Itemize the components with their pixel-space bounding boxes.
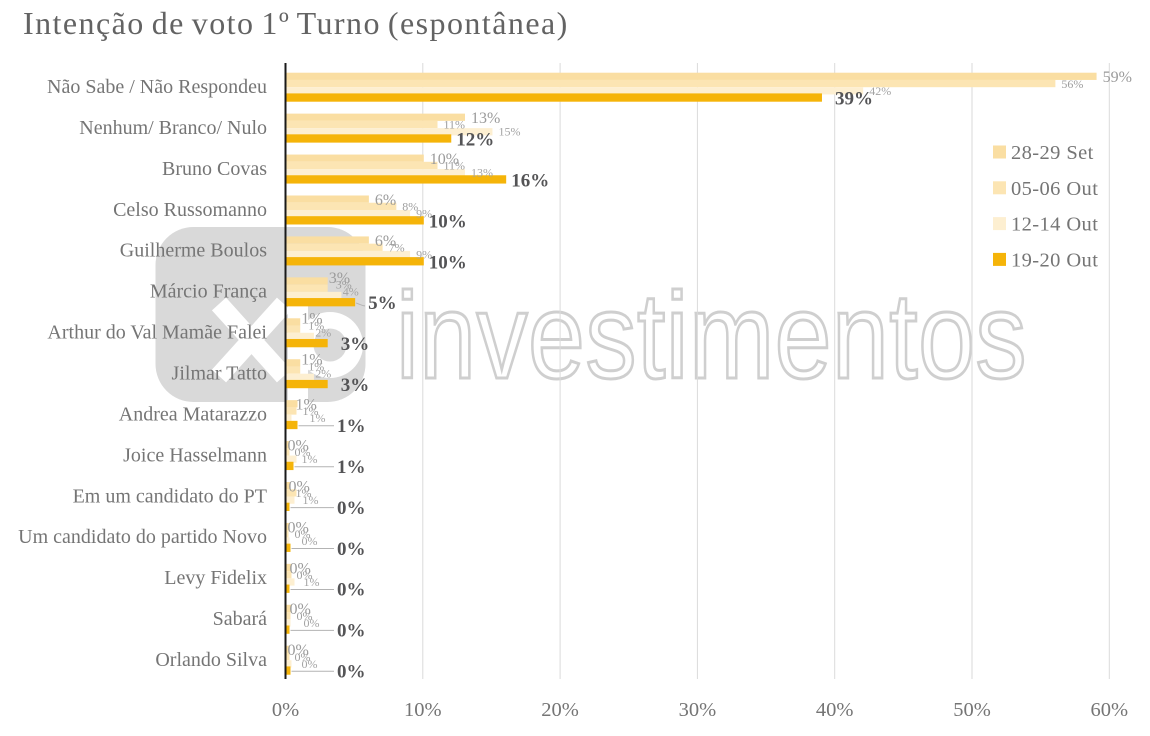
svg-text:1%: 1% bbox=[337, 416, 366, 437]
svg-text:12%: 12% bbox=[456, 130, 494, 151]
svg-text:1%: 1% bbox=[304, 575, 320, 589]
svg-text:Joice Hasselmann: Joice Hasselmann bbox=[123, 444, 267, 466]
svg-text:1%: 1% bbox=[296, 397, 317, 414]
svg-text:1%: 1% bbox=[308, 318, 324, 332]
svg-text:50%: 50% bbox=[953, 699, 991, 721]
svg-text:59%: 59% bbox=[1103, 69, 1132, 86]
svg-text:28-29 Set: 28-29 Set bbox=[1011, 142, 1094, 164]
svg-text:6%: 6% bbox=[375, 233, 396, 250]
svg-text:13%: 13% bbox=[471, 110, 500, 127]
svg-text:Sabará: Sabará bbox=[213, 608, 268, 630]
svg-text:Márcio França: Márcio França bbox=[150, 281, 267, 303]
svg-text:0%: 0% bbox=[297, 609, 313, 623]
svg-text:Andrea Matarazzo: Andrea Matarazzo bbox=[119, 403, 267, 425]
svg-text:10%: 10% bbox=[429, 211, 467, 232]
svg-text:1%: 1% bbox=[302, 452, 318, 466]
svg-text:1%: 1% bbox=[301, 352, 322, 369]
svg-text:10%: 10% bbox=[429, 252, 467, 273]
svg-text:0%: 0% bbox=[302, 534, 318, 548]
svg-text:Não Sabe / Não Respondeu: Não Sabe / Não Respondeu bbox=[47, 76, 267, 98]
svg-text:12-14 Out: 12-14 Out bbox=[1011, 214, 1098, 236]
svg-text:Um candidato do partido Novo: Um candidato do partido Novo bbox=[18, 526, 267, 548]
svg-text:3%: 3% bbox=[341, 375, 370, 396]
svg-text:0%: 0% bbox=[290, 601, 311, 618]
svg-text:10%: 10% bbox=[430, 151, 459, 168]
svg-text:3%: 3% bbox=[336, 277, 352, 291]
svg-text:0%: 0% bbox=[290, 560, 311, 577]
svg-text:30%: 30% bbox=[679, 699, 717, 721]
svg-text:0%: 0% bbox=[272, 699, 299, 721]
svg-text:0%: 0% bbox=[289, 478, 310, 495]
svg-text:investimentos: investimentos bbox=[396, 267, 1027, 404]
svg-text:1%: 1% bbox=[303, 493, 319, 507]
svg-text:Arthur do Val Mamãe Falei: Arthur do Val Mamãe Falei bbox=[47, 322, 267, 344]
svg-text:56%: 56% bbox=[1061, 77, 1083, 91]
svg-text:1%: 1% bbox=[310, 411, 326, 425]
svg-text:11%: 11% bbox=[444, 118, 466, 132]
svg-text:6%: 6% bbox=[375, 192, 396, 209]
svg-text:3%: 3% bbox=[341, 334, 370, 355]
svg-text:1%: 1% bbox=[301, 311, 322, 328]
svg-text:Nenhum/ Branco/ Nulo: Nenhum/ Branco/ Nulo bbox=[79, 117, 267, 139]
svg-text:Orlando Silva: Orlando Silva bbox=[155, 649, 267, 671]
svg-text:0%: 0% bbox=[295, 650, 311, 664]
svg-text:0%: 0% bbox=[302, 657, 318, 671]
svg-text:0%: 0% bbox=[337, 498, 366, 519]
svg-text:15%: 15% bbox=[499, 125, 521, 139]
svg-text:Celso Russomanno: Celso Russomanno bbox=[113, 199, 267, 221]
svg-text:0%: 0% bbox=[295, 527, 311, 541]
svg-text:39%: 39% bbox=[835, 89, 873, 110]
svg-text:2%: 2% bbox=[315, 366, 331, 380]
svg-text:0%: 0% bbox=[337, 580, 366, 601]
svg-text:0%: 0% bbox=[337, 621, 366, 642]
svg-text:1%: 1% bbox=[303, 404, 319, 418]
svg-text:42%: 42% bbox=[869, 84, 891, 98]
svg-text:10%: 10% bbox=[404, 699, 442, 721]
svg-text:0%: 0% bbox=[304, 616, 320, 630]
svg-text:4%: 4% bbox=[343, 284, 359, 298]
svg-text:1%: 1% bbox=[308, 359, 324, 373]
svg-text:7%: 7% bbox=[389, 241, 405, 255]
svg-text:Levy Fidelix: Levy Fidelix bbox=[164, 567, 267, 589]
svg-text:1%: 1% bbox=[296, 486, 312, 500]
svg-text:0%: 0% bbox=[295, 445, 311, 459]
svg-text:1%: 1% bbox=[337, 457, 366, 478]
svg-text:9%: 9% bbox=[416, 248, 432, 262]
svg-text:0%: 0% bbox=[288, 642, 309, 659]
svg-text:0%: 0% bbox=[288, 519, 309, 536]
svg-text:Intenção de voto 1º Turno (esp: Intenção de voto 1º Turno (espontânea) bbox=[23, 5, 569, 41]
svg-text:Em um candidato do PT: Em um candidato do PT bbox=[73, 485, 267, 507]
svg-text:Jilmar Tatto: Jilmar Tatto bbox=[172, 363, 267, 385]
svg-text:19-20 Out: 19-20 Out bbox=[1011, 249, 1098, 271]
svg-text:5%: 5% bbox=[368, 293, 397, 314]
svg-text:9%: 9% bbox=[416, 207, 432, 221]
svg-text:20%: 20% bbox=[541, 699, 579, 721]
svg-text:0%: 0% bbox=[288, 438, 309, 455]
svg-text:0%: 0% bbox=[337, 662, 366, 683]
svg-text:40%: 40% bbox=[816, 699, 854, 721]
svg-text:11%: 11% bbox=[444, 159, 466, 173]
svg-text:13%: 13% bbox=[471, 166, 493, 180]
svg-text:05-06 Out: 05-06 Out bbox=[1011, 178, 1098, 200]
svg-text:16%: 16% bbox=[511, 170, 549, 191]
svg-text:2%: 2% bbox=[315, 325, 331, 339]
svg-text:Guilherme Boulos: Guilherme Boulos bbox=[120, 240, 267, 262]
svg-text:8%: 8% bbox=[402, 200, 418, 214]
svg-text:0%: 0% bbox=[297, 568, 313, 582]
svg-text:Bruno Covas: Bruno Covas bbox=[162, 158, 267, 180]
svg-text:3%: 3% bbox=[329, 270, 350, 287]
svg-text:60%: 60% bbox=[1091, 699, 1129, 721]
svg-text:0%: 0% bbox=[337, 539, 366, 560]
